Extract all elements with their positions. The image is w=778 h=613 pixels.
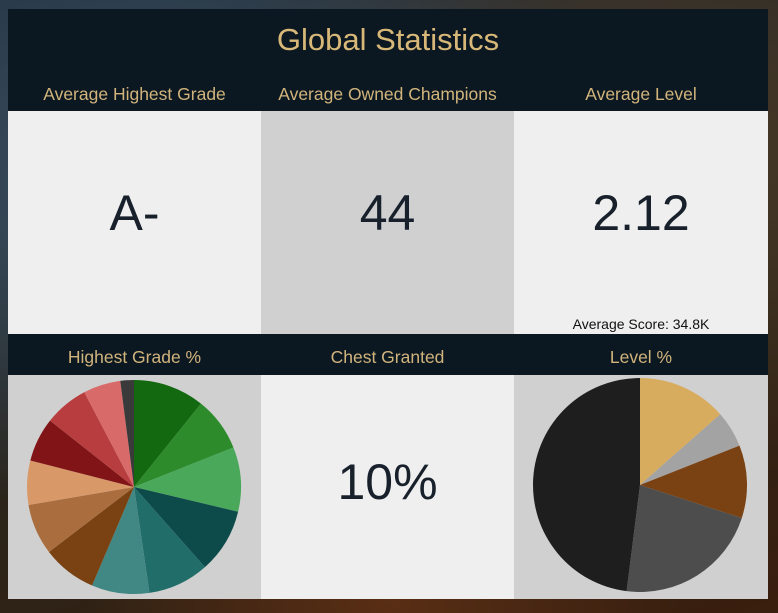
grade-pie-slice-2 bbox=[134, 447, 241, 512]
grade-pie-slice-1 bbox=[134, 403, 234, 487]
avg-champions-card: 44 bbox=[261, 111, 514, 334]
grade-pie-slice-12 bbox=[120, 380, 134, 487]
avg-grade-value: A- bbox=[109, 185, 160, 241]
grade-pie-slice-9 bbox=[30, 420, 135, 487]
page-title: Global Statistics bbox=[276, 22, 500, 57]
avg-champions-value: 44 bbox=[359, 185, 416, 241]
avg-score-text: Average Score: 34.8K bbox=[572, 316, 710, 332]
grade-pie-slice-5 bbox=[92, 487, 150, 594]
chest-card: 10% bbox=[261, 375, 514, 599]
level-pct-header: Level % bbox=[609, 347, 673, 367]
grade-pie-slice-6 bbox=[48, 487, 134, 586]
avg-grade-card: A- bbox=[8, 111, 261, 334]
level-pie-slice-3 bbox=[626, 485, 742, 592]
level-pie-card bbox=[514, 375, 768, 599]
grade-pct-header: Highest Grade % bbox=[67, 347, 202, 367]
chest-value: 10% bbox=[337, 454, 438, 510]
chest-header: Chest Granted bbox=[330, 347, 445, 367]
grade-pie-slice-3 bbox=[134, 487, 239, 568]
avg-level-card: 2.12 Average Score: 34.8K bbox=[514, 111, 768, 334]
grade-pie-slice-8 bbox=[26, 460, 134, 506]
avg-level-header: Average Level bbox=[585, 84, 697, 104]
grade-pie-slice-10 bbox=[50, 392, 134, 487]
avg-level-value: 2.12 bbox=[592, 185, 690, 241]
level-pie-chart bbox=[533, 378, 747, 592]
level-pie-slice-2 bbox=[640, 445, 747, 519]
grade-pie-slice-11 bbox=[84, 380, 134, 487]
grade-pie-slice-0 bbox=[134, 380, 202, 487]
avg-champions-header: Average Owned Champions bbox=[278, 84, 497, 104]
grade-pie-card bbox=[8, 375, 261, 599]
level-pie-slice-0 bbox=[640, 378, 721, 485]
avg-grade-header: Average Highest Grade bbox=[43, 84, 226, 104]
grade-pie-slice-4 bbox=[134, 487, 205, 593]
global-statistics-panel: Global Statistics Average Highest Grade … bbox=[8, 9, 768, 599]
grade-pie-slice-7 bbox=[28, 487, 134, 552]
level-pie-slice-4 bbox=[533, 378, 640, 592]
grade-pie-chart bbox=[26, 380, 241, 594]
level-pie-slice-1 bbox=[640, 414, 740, 485]
